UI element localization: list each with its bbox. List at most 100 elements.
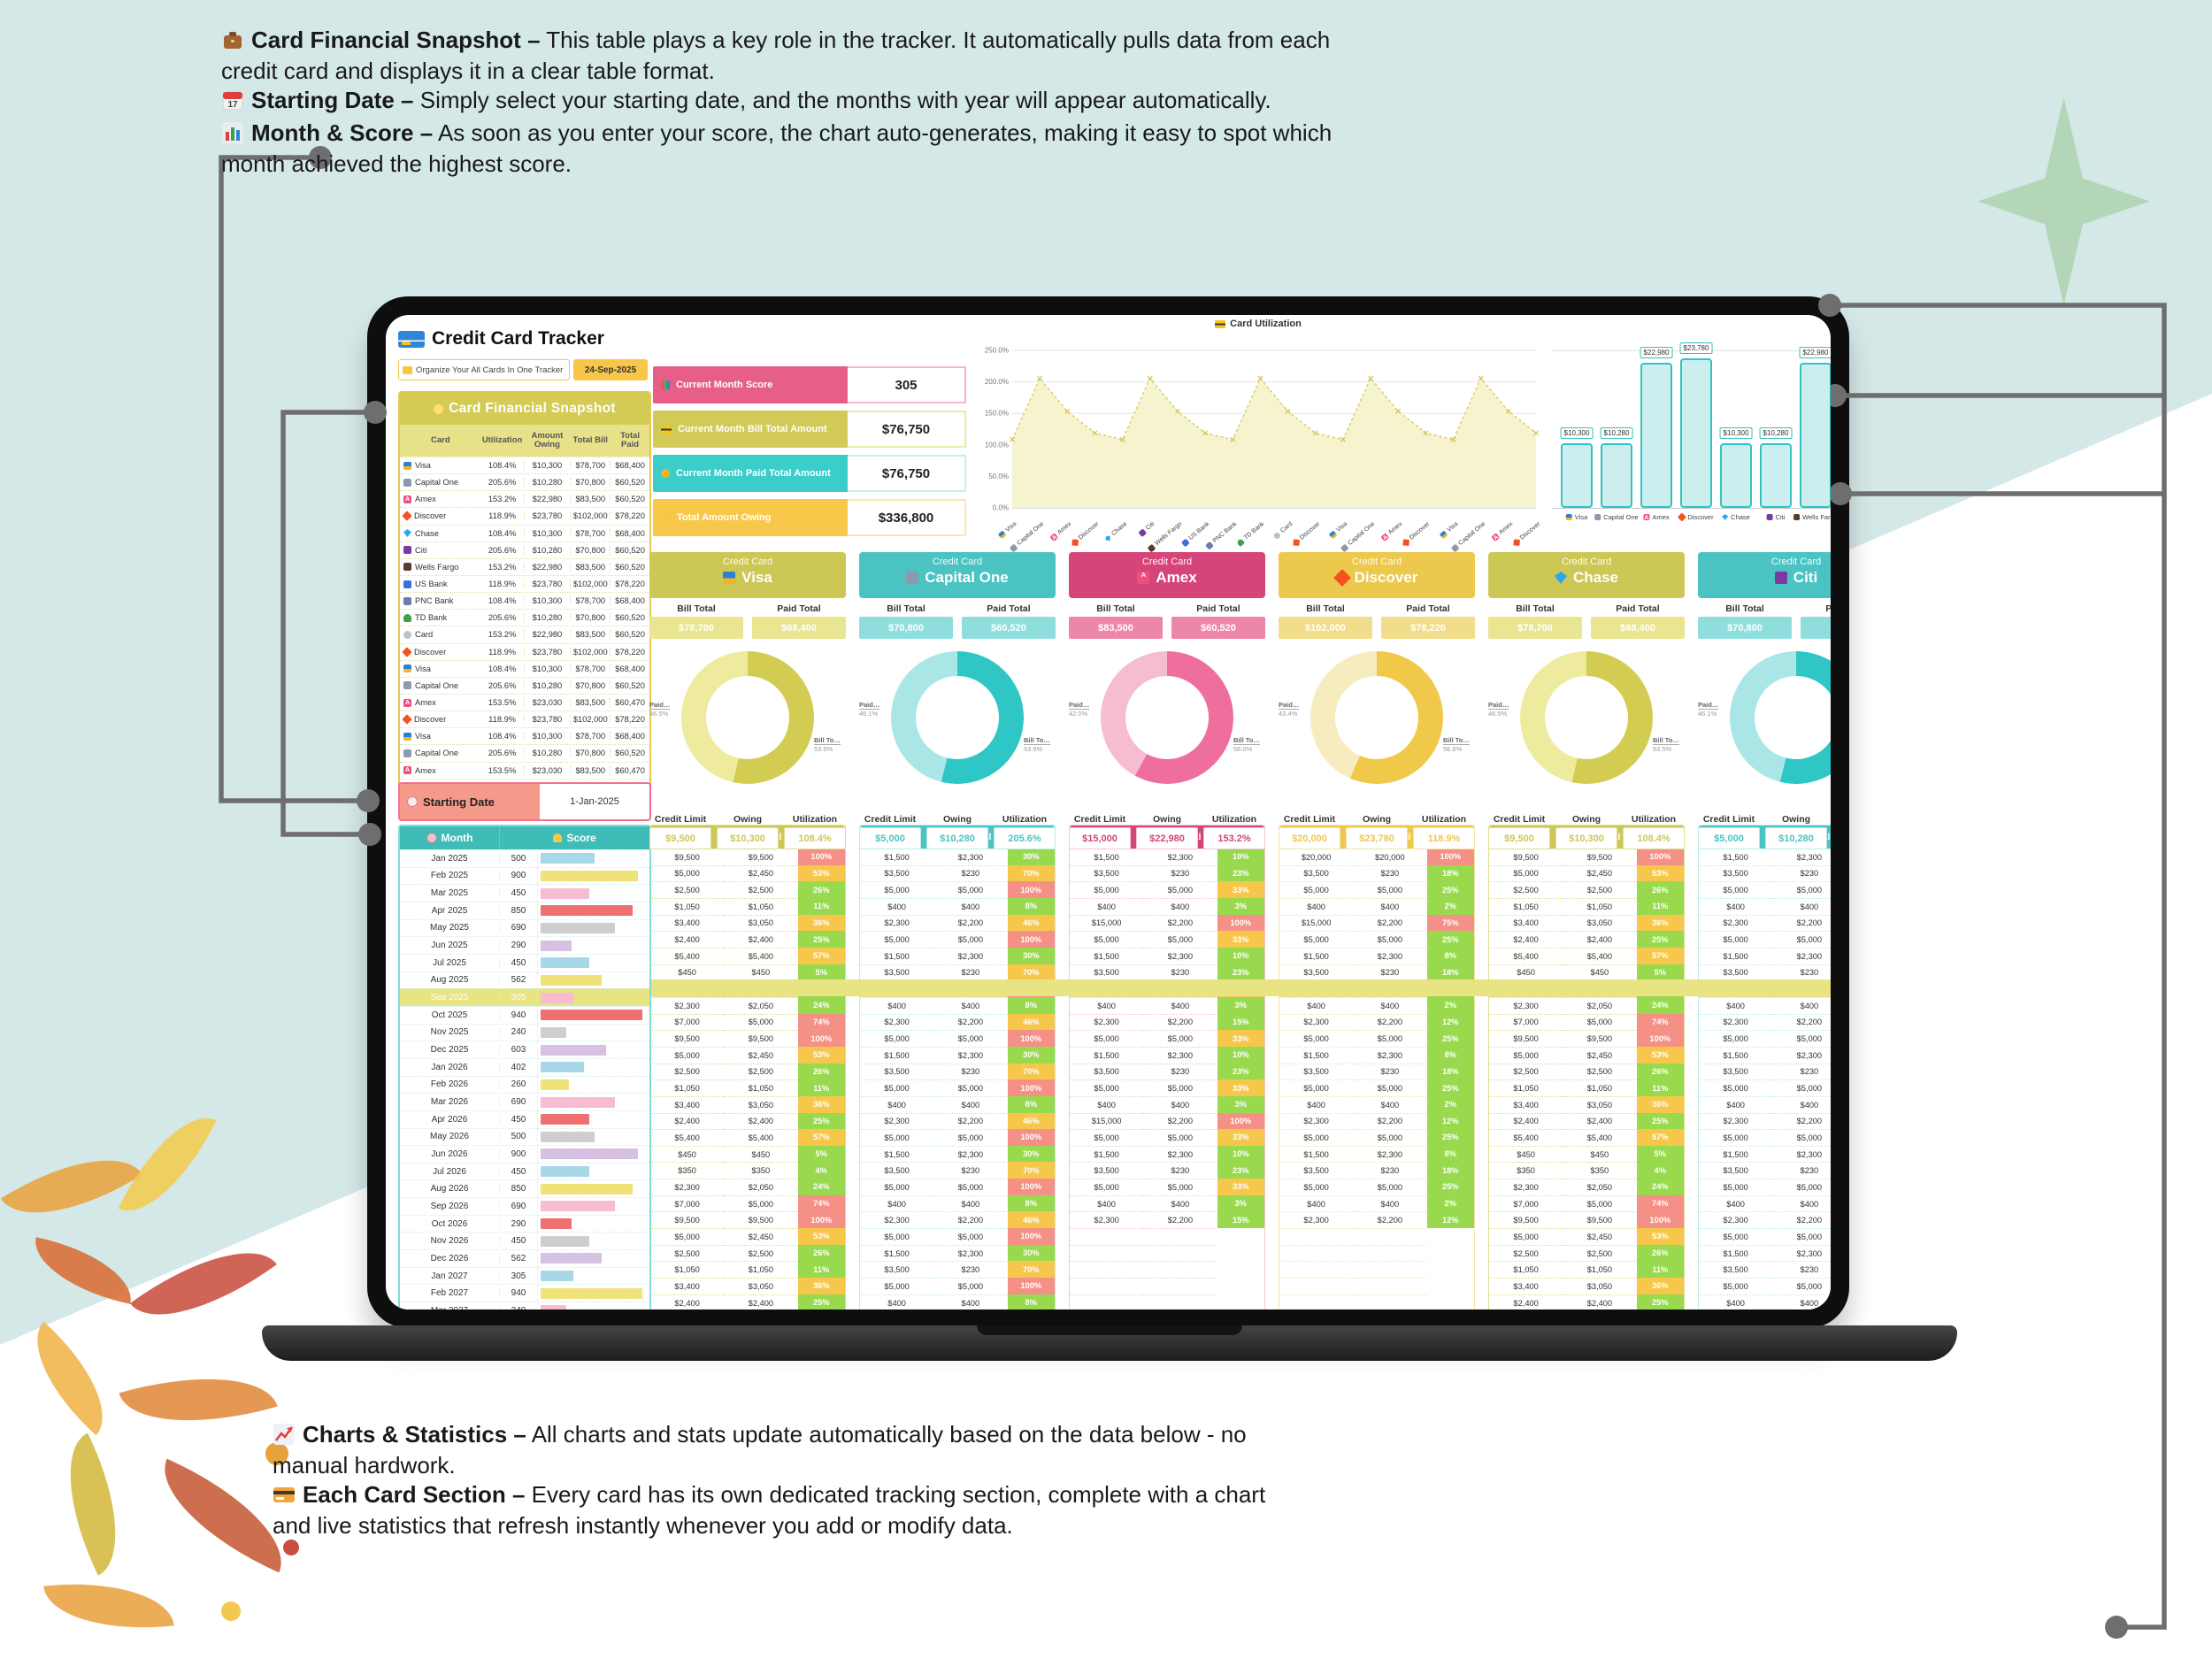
monthly-paid-cell[interactable]: $5,000 <box>1353 1129 1427 1146</box>
monthly-bill-cell[interactable]: $5,000 <box>1699 1129 1773 1146</box>
monthly-paid-cell[interactable]: $230 <box>1143 1162 1217 1179</box>
monthly-bill-cell[interactable]: $5,000 <box>1489 864 1563 882</box>
monthly-paid-cell[interactable]: $1,050 <box>1563 1079 1637 1096</box>
monthly-bill-cell[interactable]: $5,000 <box>1279 1179 1354 1195</box>
monthly-bill-cell[interactable]: $400 <box>1279 996 1354 1014</box>
monthly-paid-cell[interactable]: $2,200 <box>1772 1013 1831 1031</box>
monthly-bill-cell[interactable]: $5,000 <box>650 1046 725 1064</box>
monthly-bill-cell[interactable]: $400 <box>1699 1294 1773 1310</box>
month-cell[interactable]: Nov 2025 <box>430 1027 469 1038</box>
monthly-bill-cell[interactable]: $3,500 <box>1070 1063 1144 1080</box>
monthly-bill-cell[interactable]: $1,500 <box>860 849 934 865</box>
monthly-paid-cell[interactable]: $2,450 <box>1563 1046 1637 1064</box>
score-cell[interactable]: 450 <box>499 888 537 899</box>
monthly-bill-cell[interactable]: $1,050 <box>1489 1261 1563 1278</box>
monthly-bill-cell[interactable]: $1,500 <box>860 947 934 964</box>
monthly-paid-cell[interactable]: $400 <box>1772 1194 1831 1212</box>
monthly-bill-cell[interactable]: $2,300 <box>1489 996 1563 1014</box>
monthly-paid-cell[interactable]: $1,050 <box>724 1079 798 1096</box>
monthly-paid-cell[interactable]: $2,200 <box>933 1013 1008 1031</box>
monthly-bill-cell[interactable]: $2,300 <box>1699 1013 1773 1031</box>
monthly-bill-cell[interactable]: $400 <box>860 897 934 915</box>
monthly-bill-cell[interactable]: $400 <box>860 1294 934 1310</box>
monthly-paid-cell[interactable]: $5,000 <box>724 1013 798 1031</box>
monthly-bill-cell[interactable]: $1,500 <box>1279 1145 1354 1163</box>
monthly-paid-cell[interactable]: $2,200 <box>1353 914 1427 932</box>
monthly-paid-cell[interactable]: $2,200 <box>1143 1211 1217 1228</box>
month-cell[interactable]: Jan 2027 <box>431 1271 468 1281</box>
monthly-bill-cell[interactable]: $3,500 <box>1699 1261 1773 1278</box>
monthly-paid-cell[interactable]: $2,450 <box>1563 864 1637 882</box>
monthly-bill-cell[interactable]: $400 <box>1070 1095 1144 1113</box>
monthly-bill-cell[interactable]: $9,500 <box>1489 849 1563 865</box>
monthly-paid-cell[interactable]: $230 <box>1772 1261 1831 1278</box>
monthly-bill-cell[interactable]: $2,300 <box>1699 1211 1773 1228</box>
monthly-paid-cell[interactable]: $230 <box>1772 1162 1831 1179</box>
monthly-paid-cell[interactable]: $3,050 <box>1563 914 1637 932</box>
monthly-paid-cell[interactable]: $5,000 <box>1772 881 1831 898</box>
score-cell[interactable]: 290 <box>499 941 537 951</box>
monthly-bill-cell[interactable]: $3,400 <box>650 914 725 932</box>
monthly-paid-cell[interactable]: $2,200 <box>1353 1013 1427 1031</box>
monthly-paid-cell[interactable]: $230 <box>933 864 1008 882</box>
month-cell[interactable]: Dec 2026 <box>430 1253 469 1263</box>
monthly-paid-cell[interactable]: $2,500 <box>724 1244 798 1262</box>
monthly-paid-cell[interactable]: $5,400 <box>1563 947 1637 964</box>
score-cell[interactable]: 500 <box>499 1132 537 1142</box>
monthly-paid-cell[interactable]: $5,000 <box>933 881 1008 898</box>
monthly-bill-cell[interactable]: $400 <box>860 1095 934 1113</box>
monthly-paid-cell[interactable]: $2,300 <box>1772 849 1831 865</box>
score-cell[interactable]: 450 <box>499 1114 537 1125</box>
monthly-paid-cell[interactable]: $2,300 <box>933 1046 1008 1064</box>
score-cell[interactable]: 690 <box>499 923 537 933</box>
monthly-bill-cell[interactable]: $5,000 <box>860 1079 934 1096</box>
monthly-paid-cell[interactable]: $2,050 <box>724 1179 798 1195</box>
monthly-paid-cell[interactable]: $230 <box>1353 1063 1427 1080</box>
monthly-bill-cell[interactable]: $400 <box>1699 1095 1773 1113</box>
score-cell[interactable]: 690 <box>499 1097 537 1108</box>
monthly-paid-cell[interactable]: $2,300 <box>1353 947 1427 964</box>
monthly-bill-cell[interactable]: $400 <box>1070 996 1144 1014</box>
monthly-paid-cell[interactable]: $400 <box>1143 897 1217 915</box>
monthly-bill-cell[interactable]: $5,000 <box>860 1129 934 1146</box>
monthly-bill-cell[interactable]: $5,000 <box>860 931 934 948</box>
monthly-paid-cell[interactable]: $3,050 <box>1563 1095 1637 1113</box>
monthly-paid-cell[interactable]: $2,500 <box>1563 881 1637 898</box>
monthly-paid-cell[interactable]: $5,000 <box>1772 1129 1831 1146</box>
monthly-paid-cell[interactable]: $5,000 <box>1143 1030 1217 1047</box>
monthly-bill-cell[interactable]: $3,500 <box>1699 864 1773 882</box>
monthly-paid-cell[interactable]: $5,000 <box>933 1079 1008 1096</box>
monthly-bill-cell[interactable]: $1,500 <box>1699 947 1773 964</box>
monthly-paid-cell[interactable]: $230 <box>1772 864 1831 882</box>
monthly-bill-cell[interactable]: $2,400 <box>650 931 725 948</box>
monthly-bill-cell[interactable]: $1,500 <box>860 1046 934 1064</box>
monthly-bill-cell[interactable]: $3,500 <box>860 964 934 981</box>
monthly-paid-cell[interactable]: $5,000 <box>1353 931 1427 948</box>
monthly-bill-cell[interactable]: $3,500 <box>1279 864 1354 882</box>
monthly-paid-cell[interactable]: $400 <box>933 996 1008 1014</box>
monthly-paid-cell[interactable]: $2,300 <box>1772 947 1831 964</box>
score-cell[interactable]: 562 <box>499 975 537 986</box>
monthly-bill-cell[interactable]: $20,000 <box>1279 849 1354 865</box>
month-cell[interactable]: Oct 2025 <box>431 1010 468 1020</box>
monthly-bill-cell[interactable]: $7,000 <box>1489 1194 1563 1212</box>
month-cell[interactable]: May 2025 <box>430 923 469 933</box>
monthly-bill-cell[interactable]: $2,500 <box>1489 881 1563 898</box>
monthly-bill-cell[interactable]: $350 <box>650 1162 725 1179</box>
monthly-bill-cell[interactable]: $3,500 <box>1699 1063 1773 1080</box>
monthly-bill-cell[interactable]: $1,050 <box>1489 1079 1563 1096</box>
score-cell[interactable]: 402 <box>499 1062 537 1072</box>
monthly-paid-cell[interactable]: $450 <box>724 1145 798 1163</box>
monthly-paid-cell[interactable] <box>1353 1294 1427 1310</box>
monthly-bill-cell[interactable]: $1,500 <box>1070 849 1144 865</box>
monthly-paid-cell[interactable]: $230 <box>1353 1162 1427 1179</box>
monthly-paid-cell[interactable]: $5,000 <box>1143 1179 1217 1195</box>
monthly-paid-cell[interactable]: $9,500 <box>1563 849 1637 865</box>
monthly-bill-cell[interactable]: $3,500 <box>1070 864 1144 882</box>
score-cell[interactable]: 562 <box>499 1253 537 1263</box>
score-cell[interactable]: 450 <box>499 1166 537 1177</box>
monthly-paid-cell[interactable]: $2,200 <box>1143 1112 1217 1130</box>
monthly-bill-cell[interactable]: $2,400 <box>650 1294 725 1310</box>
monthly-paid-cell[interactable]: $2,200 <box>1143 1013 1217 1031</box>
monthly-paid-cell[interactable]: $3,050 <box>1563 1278 1637 1294</box>
